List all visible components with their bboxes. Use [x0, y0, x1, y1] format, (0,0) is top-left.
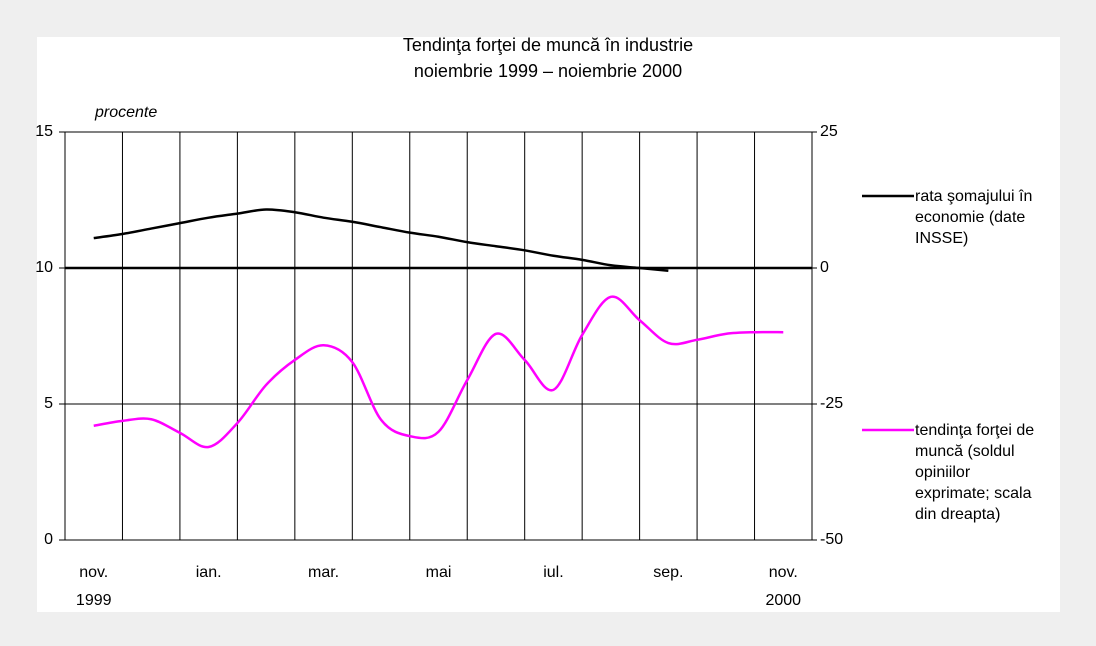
- y-tick-label: 10: [35, 259, 53, 276]
- series-line: [93, 208, 669, 272]
- x-tick-label: iul.: [543, 564, 563, 581]
- y-tick-label: 5: [44, 395, 53, 412]
- x-tick-label: nov.: [79, 564, 108, 581]
- x-year-label: 2000: [765, 592, 801, 609]
- y-tick-label: 0: [44, 531, 53, 548]
- chart-subtitle: noiembrie 1999 – noiembrie 2000: [414, 61, 682, 81]
- x-tick-label: mai: [426, 564, 452, 581]
- legend-label: tendinţa forţei de muncă (soldul opiniil…: [915, 422, 1035, 523]
- y2-tick-label: 25: [820, 123, 838, 140]
- y2-tick-label: 0: [820, 259, 829, 276]
- y2-tick-label: -25: [820, 395, 843, 412]
- chart-panel: [37, 37, 1060, 612]
- x-tick-label: ian.: [196, 564, 222, 581]
- series-line: [93, 295, 784, 449]
- y2-tick-label: -50: [820, 531, 843, 548]
- x-tick-label: mar.: [308, 564, 339, 581]
- chart-title: Tendinţa forţei de muncă în industrie: [403, 35, 693, 55]
- y-axis-label: procente: [94, 104, 157, 121]
- x-tick-label: nov.: [769, 564, 798, 581]
- x-tick-label: sep.: [653, 564, 683, 581]
- y-tick-label: 15: [35, 123, 53, 140]
- x-year-label: 1999: [76, 592, 112, 609]
- legend-label: rata şomajului în economie (date INSSE): [915, 188, 1033, 247]
